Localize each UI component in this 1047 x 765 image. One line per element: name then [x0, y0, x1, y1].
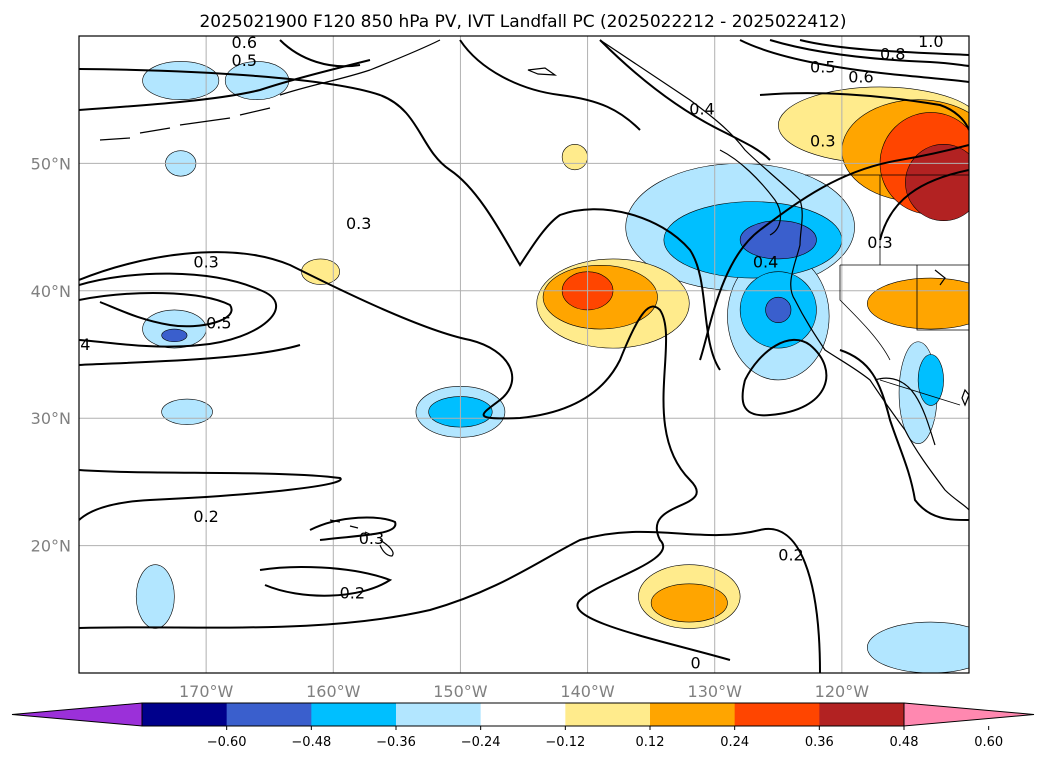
- colorbar-tick-label: 0.24: [720, 735, 749, 750]
- map-area: 0.60.50.30.30.540.20.30.20.40.40.30.30.2…: [78, 32, 970, 674]
- pv-shading-region: [917, 354, 944, 406]
- contour-label: 0.3: [346, 214, 371, 233]
- latitude-label: 50°N: [31, 154, 71, 173]
- colorbar-tick-label: 0.36: [805, 735, 834, 750]
- colorbar-segment: [734, 703, 820, 726]
- contour-label: 0.4: [753, 252, 778, 271]
- pv-shading-region: [161, 398, 213, 425]
- contour-label: 1.0: [918, 32, 943, 51]
- contour-label: 0.3: [193, 252, 218, 271]
- contour-label: 0.6: [232, 33, 257, 52]
- pv-shading-region: [135, 564, 175, 629]
- contour-label: 0.5: [810, 57, 835, 76]
- pv-shading-region: [161, 328, 188, 343]
- longitude-label: 150°W: [433, 682, 488, 701]
- colorbar-extend-max: [903, 702, 1035, 727]
- contour-label: 4: [80, 335, 90, 354]
- contour-label: 0.6: [848, 68, 873, 87]
- contour-label: 0.4: [689, 99, 714, 118]
- contour-label: 0.2: [340, 584, 365, 603]
- colorbar-tick-label: −0.60: [207, 735, 247, 750]
- colorbar-tick-label: 0.48: [890, 735, 919, 750]
- colorbar-frame: [141, 702, 905, 727]
- contour-layer: [79, 39, 969, 673]
- pv-shading-region: [561, 143, 588, 171]
- pv-shading-region: [650, 583, 728, 623]
- colorbar-tick-label: −0.36: [376, 735, 416, 750]
- pv-shading-region: [867, 621, 969, 673]
- colorbar: −0.60 −0.48 −0.36 −0.24 −0.12 0.12 0.24 0.36 0.4…: [11, 702, 1035, 750]
- colorbar-tick-label: 0.60: [974, 735, 1003, 750]
- colorbar-extend-min: [11, 702, 143, 727]
- colorbar-tick-label: −0.48: [291, 735, 331, 750]
- colorbar-segment: [142, 703, 228, 726]
- contour-label: 0.5: [232, 51, 257, 70]
- contour-label: 0.3: [867, 233, 892, 252]
- map-title: 2025021900 F120 850 hPa PV, IVT Landfall…: [199, 12, 846, 32]
- longitude-label: 140°W: [560, 682, 615, 701]
- latitude-label: 40°N: [31, 282, 71, 301]
- map-frame: [78, 35, 970, 674]
- pv-shading-region: [765, 296, 792, 323]
- pv-shading-region: [905, 144, 969, 222]
- colorbar-segment: [311, 703, 397, 726]
- colorbar-tick-label: −0.24: [461, 735, 501, 750]
- colorbar-segment: [565, 703, 651, 726]
- contour-label: 0.3: [810, 131, 835, 150]
- pv-shading-region: [142, 61, 220, 100]
- contour-label: 0.5: [206, 313, 231, 332]
- colorbar-segment: [226, 703, 312, 726]
- longitude-label: 170°W: [179, 682, 234, 701]
- colorbar-segment: [819, 703, 905, 726]
- colorbar-segment: [396, 703, 482, 726]
- latitude-labels: 20°N 30°N 40°N 50°N: [31, 154, 71, 555]
- coastline-layer: [99, 39, 969, 557]
- contour-label-layer: 0.60.50.30.30.540.20.30.20.40.40.30.30.2…: [80, 32, 943, 673]
- contour-label: 0.3: [359, 529, 384, 548]
- latitude-label: 20°N: [31, 537, 71, 556]
- latitude-label: 30°N: [31, 409, 71, 428]
- longitude-label: 120°W: [815, 682, 870, 701]
- pv-shading-region: [867, 277, 969, 330]
- contour-label: 0.8: [880, 45, 905, 64]
- contour-label: 0.2: [193, 507, 218, 526]
- longitude-label: 130°W: [688, 682, 743, 701]
- colorbar-tick-label: −0.12: [545, 735, 585, 750]
- longitude-label: 160°W: [306, 682, 361, 701]
- colorbar-segment: [650, 703, 736, 726]
- longitude-labels: 170°W 160°W 150°W 140°W 130°W 120°W: [179, 682, 869, 701]
- contour-label: 0: [691, 654, 701, 673]
- contour-label: 0.2: [778, 545, 803, 564]
- colorbar-segment: [480, 703, 566, 726]
- colorbar-tick-label: 0.12: [636, 735, 665, 750]
